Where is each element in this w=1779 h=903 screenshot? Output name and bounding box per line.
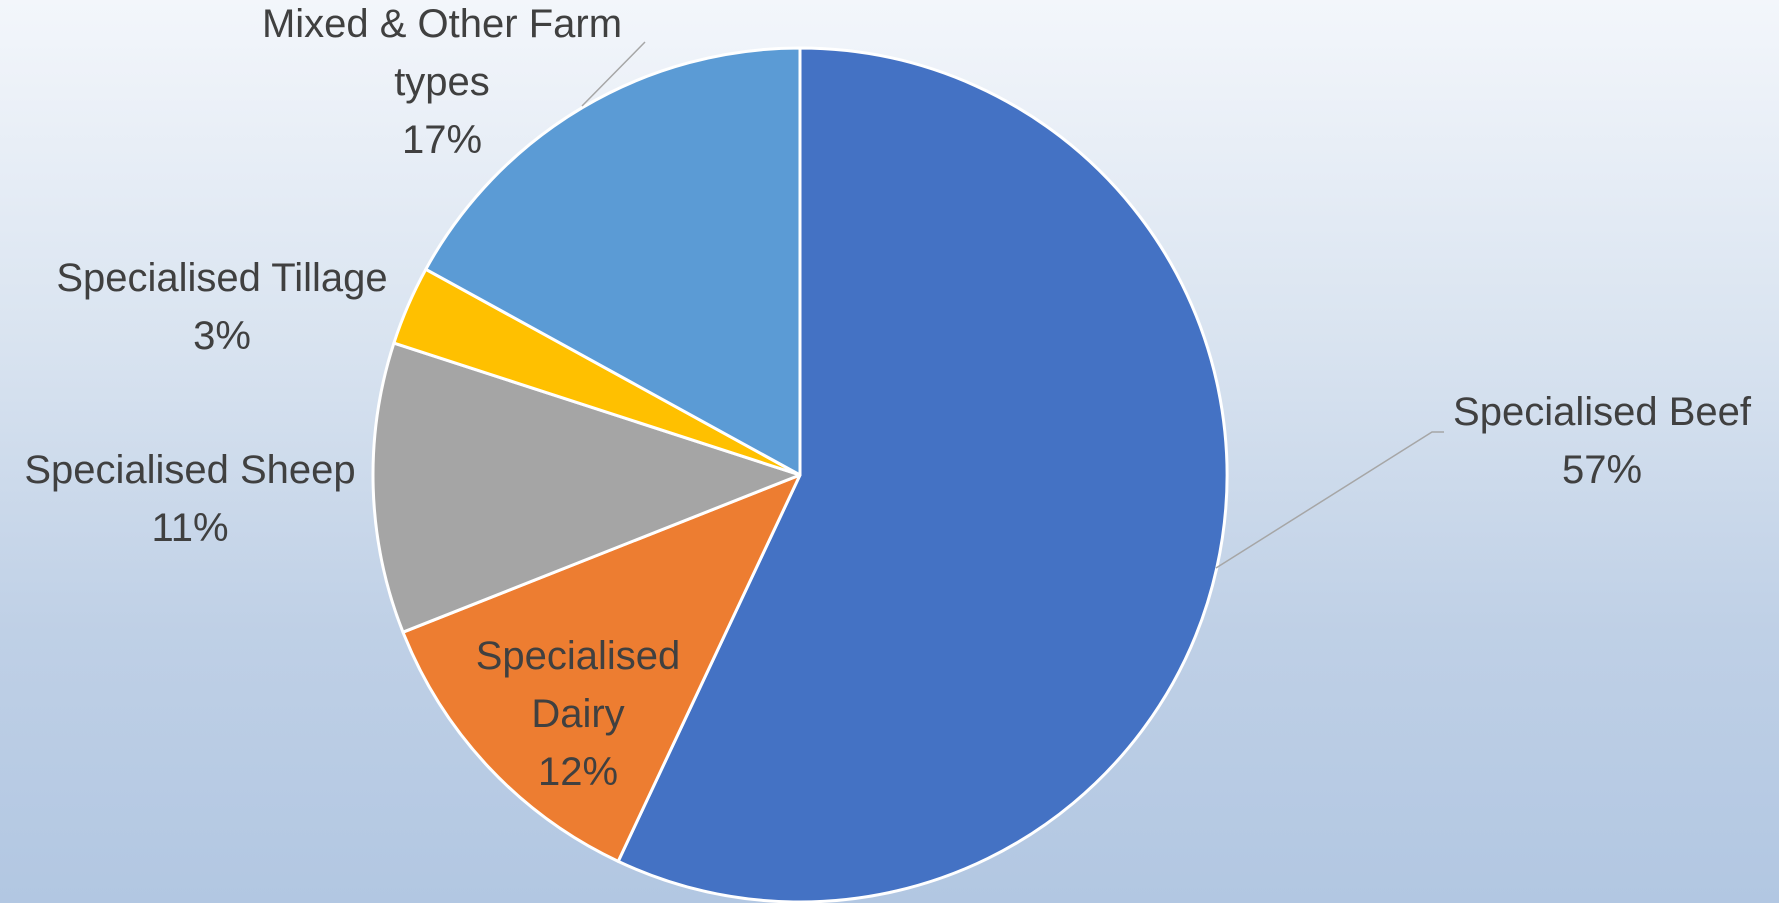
pie-slice-specialised-sheep [371, 341, 802, 634]
data-label-category: Mixed & Other Farm [262, 2, 622, 46]
data-labels: Specialised Beef 57%Specialised Dairy 12%Sp… [24, 2, 1752, 794]
leader-line-specialised-beef [1215, 431, 1444, 569]
data-label-category: Specialised Tillage [56, 256, 387, 300]
data-label-percent: 3% [193, 314, 251, 358]
pie-slice-specialised-dairy [401, 473, 802, 863]
data-label-category: Specialised Sheep [24, 448, 355, 492]
leader-lines [581, 41, 1444, 569]
data-label-category: Dairy [531, 692, 624, 736]
data-label-category: types [394, 60, 490, 104]
pie-slice-mixed-and-other-farm-types [424, 46, 802, 477]
data-label-category: Specialised Beef [1453, 390, 1752, 434]
data-label-specialised-tillage: Specialised Tillage 3% [56, 256, 387, 358]
leader-line-mixed-and-other-farm-types [581, 41, 646, 107]
pie-slices [371, 46, 1229, 903]
data-label-specialised-dairy: Specialised Dairy 12% [476, 634, 681, 794]
data-label-mixed-and-other-farm-types: Mixed & Other Farm types 17% [262, 2, 622, 162]
data-label-specialised-sheep: Specialised Sheep 11% [24, 448, 355, 550]
data-label-percent: 11% [151, 506, 228, 550]
data-label-percent: 17% [402, 118, 482, 162]
data-label-specialised-beef: Specialised Beef 57% [1453, 390, 1752, 492]
data-label-category: Specialised [476, 634, 681, 678]
data-label-percent: 12% [538, 750, 618, 794]
data-label-percent: 57% [1562, 448, 1642, 492]
